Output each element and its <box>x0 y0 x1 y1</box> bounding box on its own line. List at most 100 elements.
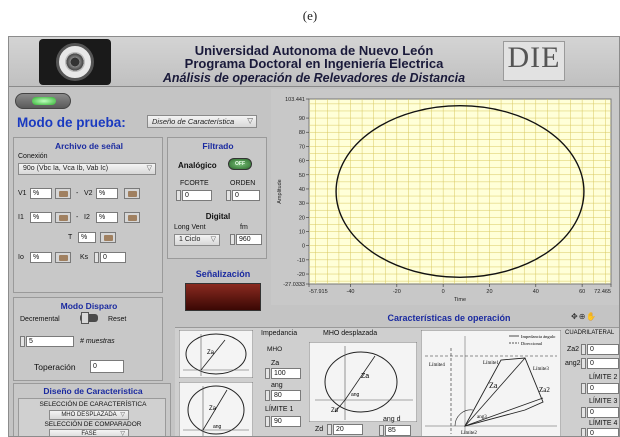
fm-spinner[interactable] <box>230 234 235 245</box>
ang2-spinner[interactable] <box>581 358 586 369</box>
orden-value[interactable]: 0 <box>232 190 260 201</box>
v1-path-field[interactable]: % <box>30 188 52 199</box>
limite3-spinner[interactable] <box>581 407 586 418</box>
x-tick-label: 72.465 <box>594 289 611 295</box>
ang-value[interactable]: 80 <box>271 390 301 401</box>
i1-label: I1 <box>18 214 24 221</box>
sel-comp-label: SELECCIÓN DE COMPARADOR <box>44 421 142 428</box>
conexion-select[interactable]: 90o (Vbc Ia, Vca Ib, Vab Ic) ▽ <box>18 163 156 175</box>
y-tick-label: -20 <box>297 272 305 278</box>
i2-browse-folder-icon[interactable] <box>124 212 140 223</box>
sel-car-select[interactable]: MHO DESPLAZADA ▽ <box>49 410 129 420</box>
muestras-spinner[interactable] <box>20 336 25 347</box>
limite1-spinner[interactable] <box>265 416 270 427</box>
angd-value[interactable]: 85 <box>385 425 411 436</box>
zoom-tool-icon[interactable]: ⊕ <box>578 312 587 321</box>
io-path-field[interactable]: % <box>30 252 52 263</box>
pan-tool-icon[interactable]: ✋ <box>586 312 598 321</box>
za-value[interactable]: 100 <box>271 368 301 379</box>
program-title: Programa Doctoral en Ingeniería Electric… <box>184 56 444 71</box>
university-logo <box>39 39 111 85</box>
sel-comp-select[interactable]: FASE ▽ <box>49 429 129 436</box>
za-label: Za <box>271 360 280 367</box>
conexion-label: Conexión <box>18 153 48 160</box>
mode-label: Modo de prueba: <box>17 115 126 130</box>
mode-select[interactable]: Diseño de Característica ▽ <box>147 115 257 128</box>
x-tick-label: 20 <box>486 289 492 295</box>
limite4-value[interactable]: 0 <box>587 428 619 436</box>
limite2-spinner[interactable] <box>581 383 586 394</box>
za2-value[interactable]: 0 <box>587 344 619 355</box>
i2-path-field[interactable]: % <box>96 212 118 223</box>
diag-limite3: Límite3 <box>533 367 549 372</box>
io-label: Io <box>18 254 24 261</box>
zd-value[interactable]: 20 <box>333 424 363 435</box>
muestras-value[interactable]: 5 <box>26 336 74 347</box>
run-toggle-switch[interactable] <box>15 93 71 109</box>
v1-browse-folder-icon[interactable] <box>55 188 71 199</box>
limite2-value[interactable]: 0 <box>587 383 619 394</box>
za-spinner[interactable] <box>265 368 270 379</box>
longvent-label: Long Vent <box>174 224 206 231</box>
mho-diagram-2: Za ang <box>179 382 253 436</box>
i1-browse-folder-icon[interactable] <box>55 212 71 223</box>
limite1-label: LÍMITE 1 <box>265 406 294 413</box>
zd-spinner[interactable] <box>327 424 332 435</box>
disparo-group: Modo Disparo Decremental Reset 5 # muest… <box>13 297 163 381</box>
impedance-trajectory-series <box>335 105 585 278</box>
labview-front-panel: Universidad Autonoma de Nuevo León Progr… <box>8 36 620 437</box>
limite3-label: LÍMITE 3 <box>589 398 618 405</box>
x-tick-label: 40 <box>533 289 539 295</box>
muestras-label: # muestras <box>80 338 115 345</box>
io-browse-folder-icon[interactable] <box>55 252 71 263</box>
y-tick-label: 40 <box>299 187 305 193</box>
cursor-tool-icon[interactable]: ✥ <box>571 312 579 321</box>
limite4-spinner[interactable] <box>581 428 586 436</box>
y-tick-label: 30 <box>299 201 305 207</box>
limite3-value[interactable]: 0 <box>587 407 619 418</box>
diag-ang-2: ang <box>213 424 222 430</box>
i1-path-field[interactable]: % <box>30 212 52 223</box>
v2-browse-folder-icon[interactable] <box>124 188 140 199</box>
analogico-toggle[interactable]: OFF <box>228 158 252 170</box>
y-tick-label: 70 <box>299 144 305 150</box>
fm-value[interactable]: 960 <box>236 234 262 245</box>
angd-spinner[interactable] <box>379 425 384 436</box>
t-browse-folder-icon[interactable] <box>100 232 116 243</box>
diseno-title: Diseño de Caracteristica <box>43 386 143 396</box>
waveform-chart[interactable]: 103.441 90 80 70 60 50 40 30 20 10 0 -10 -20 -27.0333… <box>271 89 619 305</box>
x-tick-label: -40 <box>347 289 355 295</box>
orden-label: ORDEN <box>230 180 256 187</box>
senalizacion-title: Señalización <box>195 269 251 279</box>
ang2-value[interactable]: 0 <box>587 358 619 369</box>
toggle-led-icon <box>32 97 56 105</box>
y-tick-label: -10 <box>297 258 305 264</box>
cuadrilateral-label: CUADRILATERAL <box>565 330 615 336</box>
senalizacion-indicator <box>185 283 261 311</box>
longvent-select[interactable]: 1 Ciclo ▽ <box>174 234 220 246</box>
v2-label: V2 <box>84 190 93 197</box>
fcorte-value[interactable]: 0 <box>182 190 212 201</box>
t-path-field[interactable]: % <box>78 232 96 243</box>
chevron-down-icon: ▽ <box>210 236 216 243</box>
ang-spinner[interactable] <box>265 390 270 401</box>
limite1-value[interactable]: 90 <box>271 416 301 427</box>
diag-za-1: Za <box>207 350 215 356</box>
sel-car-select-value: MHO DESPLAZADA <box>61 412 117 418</box>
diag-limite1: Límite1 <box>483 361 499 366</box>
disparo-slide-switch[interactable] <box>80 312 98 324</box>
y-tick-label: 60 <box>299 159 305 165</box>
plot-area <box>308 98 612 285</box>
x-tick-label: -20 <box>393 289 401 295</box>
figure-caption: (e) <box>302 8 318 23</box>
app-title: Análisis de operación de Relevadores de … <box>162 71 466 85</box>
v2-path-field[interactable]: % <box>96 188 118 199</box>
cuadrilateral-diagram: Impedancia ángulo Direccional Límite4 Lí… <box>421 330 561 436</box>
orden-spinner[interactable] <box>226 190 231 201</box>
za2-spinner[interactable] <box>581 344 586 355</box>
ks-value[interactable]: 0 <box>100 252 126 263</box>
fcorte-spinner[interactable] <box>176 190 181 201</box>
ks-spinner[interactable] <box>94 252 99 263</box>
diag-limite4: Límite4 <box>429 363 445 368</box>
graph-tools-palette[interactable]: ✥⊕✋ <box>571 312 611 324</box>
